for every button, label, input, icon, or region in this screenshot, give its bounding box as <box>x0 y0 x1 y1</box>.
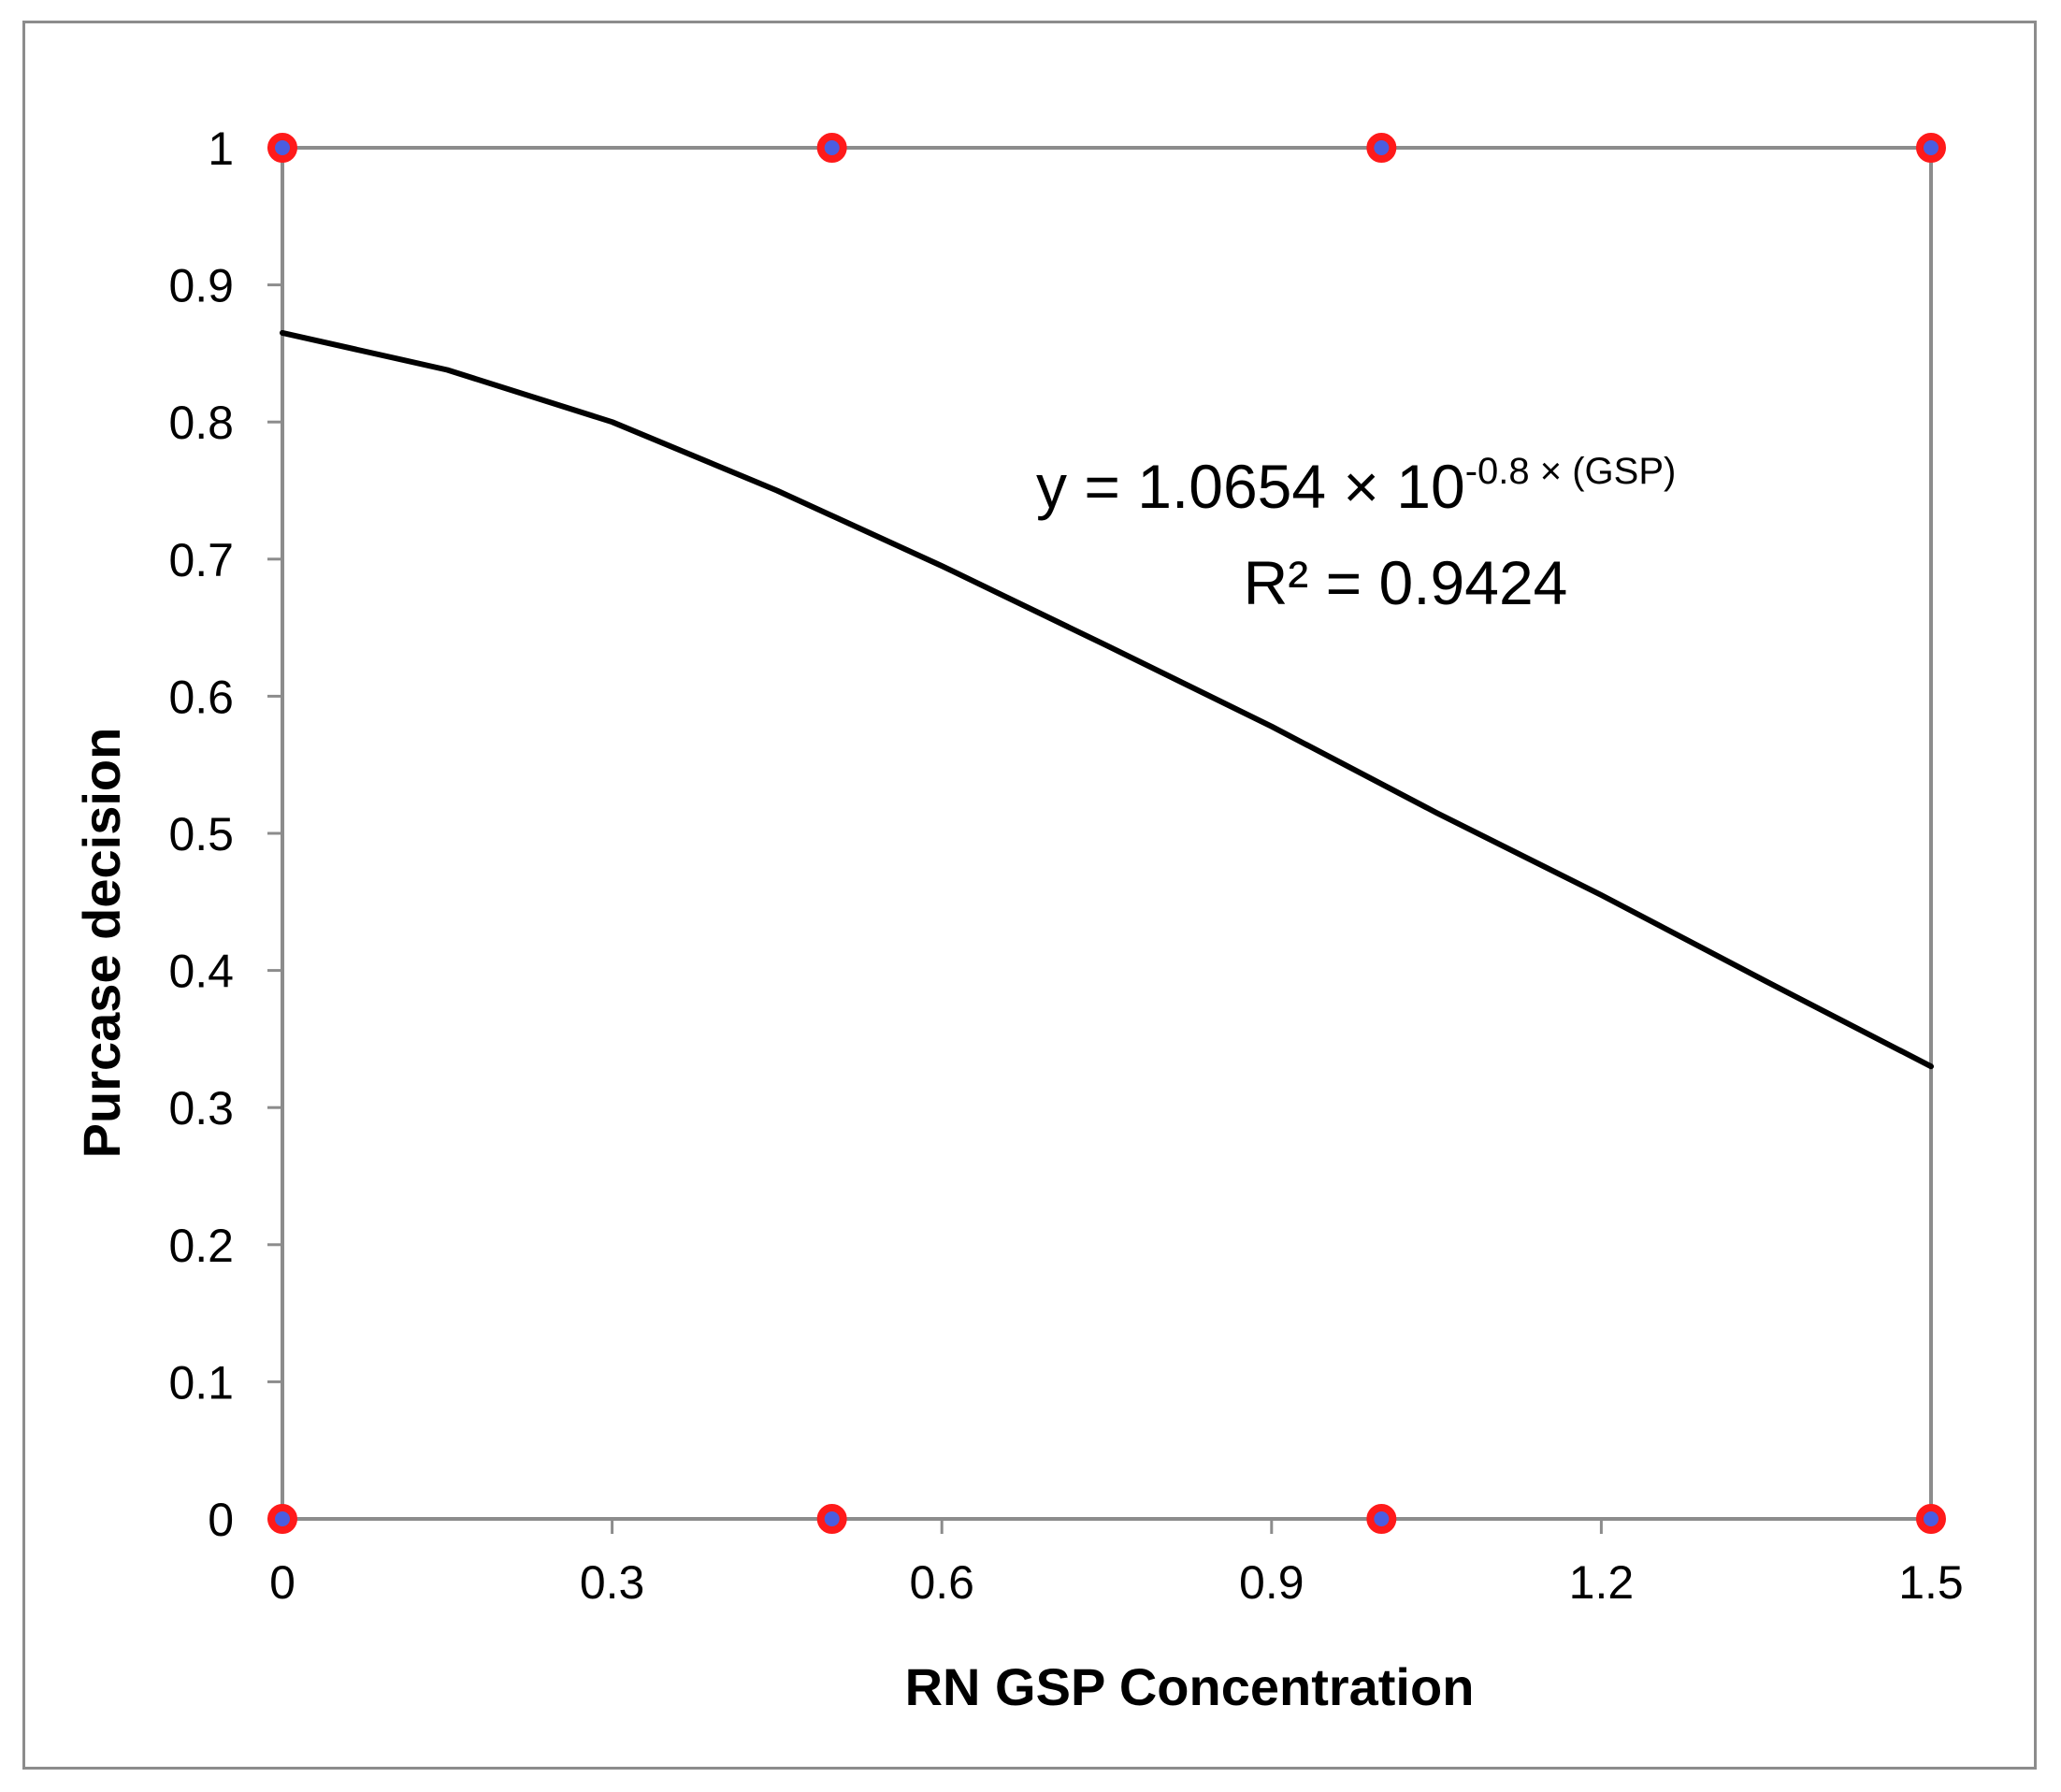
ticks <box>267 146 1933 1534</box>
data-point <box>816 1504 847 1534</box>
data-point <box>1366 1504 1397 1534</box>
y-tick-label: 0.8 <box>168 397 234 449</box>
x-tick-label: 0 <box>269 1556 295 1609</box>
axes <box>281 146 1933 1521</box>
equation-label: y = 1.0654 × 10-0.8 × (GSP) <box>1036 451 1676 521</box>
trendline-path <box>280 329 1934 1070</box>
data-point <box>267 1504 297 1534</box>
data-point <box>1366 133 1397 163</box>
data-points <box>267 133 1946 1534</box>
y-tick-label: 0.7 <box>168 534 234 586</box>
data-point <box>267 133 297 163</box>
x-tick-label: 0.6 <box>909 1556 974 1609</box>
y-tick-label: 0.3 <box>168 1082 234 1134</box>
x-tick-label: 1.2 <box>1569 1556 1635 1609</box>
y-tick-label: 0.1 <box>168 1356 234 1409</box>
data-point <box>1916 1504 1946 1534</box>
equation-exponent: -0.8 × (GSP) <box>1465 451 1677 492</box>
y-tick-label: 1 <box>208 123 234 175</box>
chart-frame <box>22 21 2037 1770</box>
equation-main: y = 1.0654 × 10 <box>1036 452 1465 521</box>
y-tick-label: 0 <box>208 1494 234 1546</box>
x-tick-label: 1.5 <box>1898 1556 1964 1609</box>
x-tick-label: 0.9 <box>1239 1556 1304 1609</box>
trendline <box>280 329 1934 1070</box>
x-tick-label: 0.3 <box>580 1556 645 1609</box>
data-point <box>1916 133 1946 163</box>
y-tick-label: 0.5 <box>168 808 234 860</box>
y-tick-label: 0.9 <box>168 260 234 312</box>
data-point <box>816 133 847 163</box>
y-tick-label: 0.6 <box>168 671 234 723</box>
y-axis-title: Purcase decision <box>72 728 131 1159</box>
y-tick-label: 0.4 <box>168 946 234 998</box>
tick-labels: 0 0.1 0.2 0.3 0.4 0.5 0.6 0.7 0.8 0.9 1 0 0.3 0.6 0.9 1… <box>168 123 1963 1609</box>
x-axis-title: RN GSP Concentration <box>905 1657 1475 1716</box>
y-tick-label: 0.2 <box>168 1220 234 1272</box>
r-squared-label: R² = 0.9424 <box>1244 548 1568 617</box>
